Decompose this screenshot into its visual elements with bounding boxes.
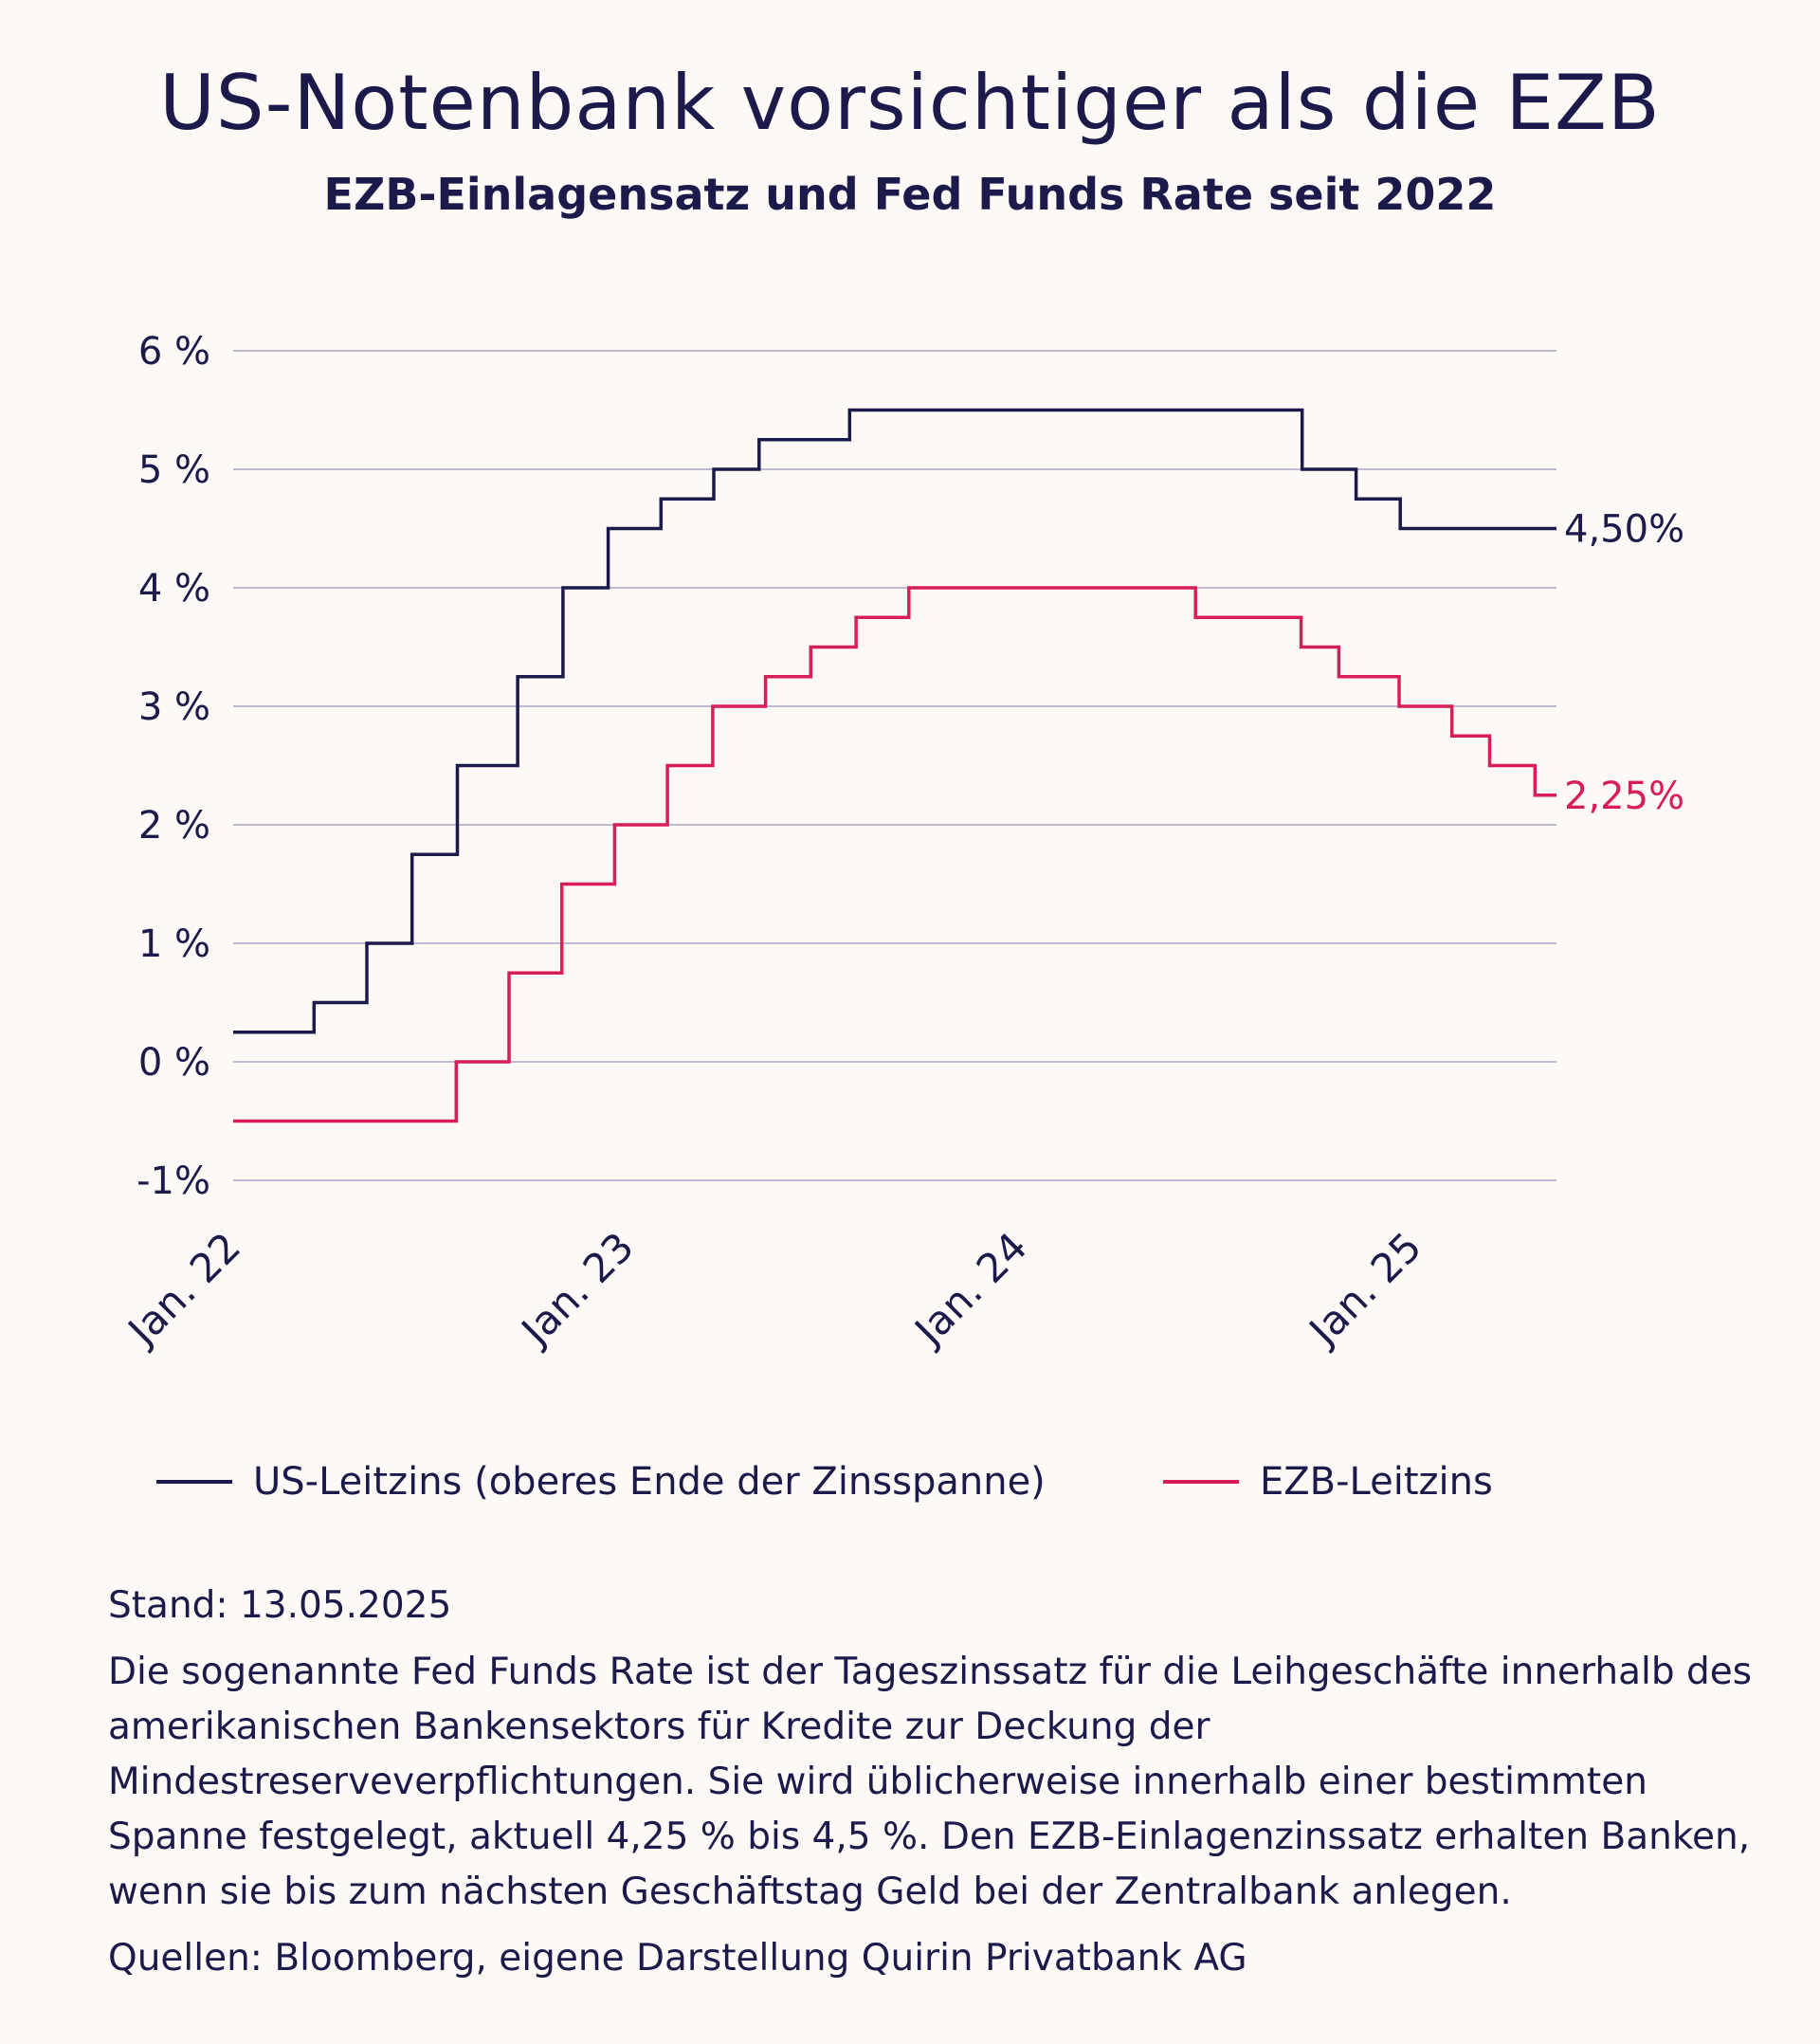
y-tick-label: -1%	[136, 1159, 210, 1203]
stand-date: Stand: 13.05.2025	[108, 1584, 452, 1627]
y-tick-label: 5 %	[138, 448, 210, 492]
rate-chart: 6 %5 %4 %3 %2 %1 %0 %-1% Jan. 22 Jan. 23 J…	[118, 330, 1684, 1356]
legend: US-Leitzins (oberes Ende der Zinsspanne)…	[156, 1460, 1768, 1517]
y-tick-label: 6 %	[138, 330, 210, 374]
ezb-end-label: 2,25%	[1564, 775, 1684, 818]
y-tick-label: 0 %	[138, 1041, 210, 1085]
x-tick-label: Jan. 22	[118, 1223, 249, 1355]
footer: Stand: 13.05.2025 Die sogenannte Fed Fun…	[108, 1579, 1757, 1986]
legend-swatch-us	[156, 1480, 232, 1484]
y-tick-label: 1 %	[138, 922, 210, 966]
x-axis-labels: Jan. 22 Jan. 23 Jan. 24 Jan. 25	[118, 1223, 1430, 1355]
grid-lines	[233, 350, 1556, 1181]
legend-label-us: US-Leitzins (oberes Ende der Zinsspanne)	[253, 1460, 1046, 1504]
us-rate-line	[233, 408, 1556, 1034]
ezb-rate-line	[233, 586, 1556, 1123]
chart-title: US-Notenbank vorsichtiger als die EZB	[159, 59, 1661, 147]
legend-item-us: US-Leitzins (oberes Ende der Zinsspanne)	[156, 1460, 1046, 1504]
end-labels: 4,50% 2,25%	[1564, 508, 1684, 818]
x-tick-label: Jan. 24	[904, 1223, 1036, 1355]
y-axis-labels: 6 % 5 % 4 % 3 % 2 % 1 % 0 % -1%	[136, 330, 210, 1203]
series-lines	[233, 408, 1556, 1123]
x-tick-label: Jan. 25	[1299, 1223, 1430, 1355]
source-note: Quellen: Bloomberg, eigene Darstellung Q…	[108, 1937, 1247, 1980]
y-tick-label: 4 %	[138, 567, 210, 611]
us-end-label: 4,50%	[1564, 508, 1684, 552]
description-text: Die sogenannte Fed Funds Rate ist der Ta…	[108, 1651, 1753, 1913]
x-tick-label: Jan. 23	[511, 1223, 643, 1355]
y-tick-label: 2 %	[138, 804, 210, 848]
chart-subtitle: EZB-Einlagensatz und Fed Funds Rate seit…	[323, 169, 1497, 220]
legend-item-ezb: EZB-Leitzins	[1163, 1460, 1493, 1504]
legend-swatch-ezb	[1163, 1480, 1239, 1484]
y-tick-label: 3 %	[138, 685, 210, 729]
legend-label-ezb: EZB-Leitzins	[1260, 1460, 1493, 1504]
